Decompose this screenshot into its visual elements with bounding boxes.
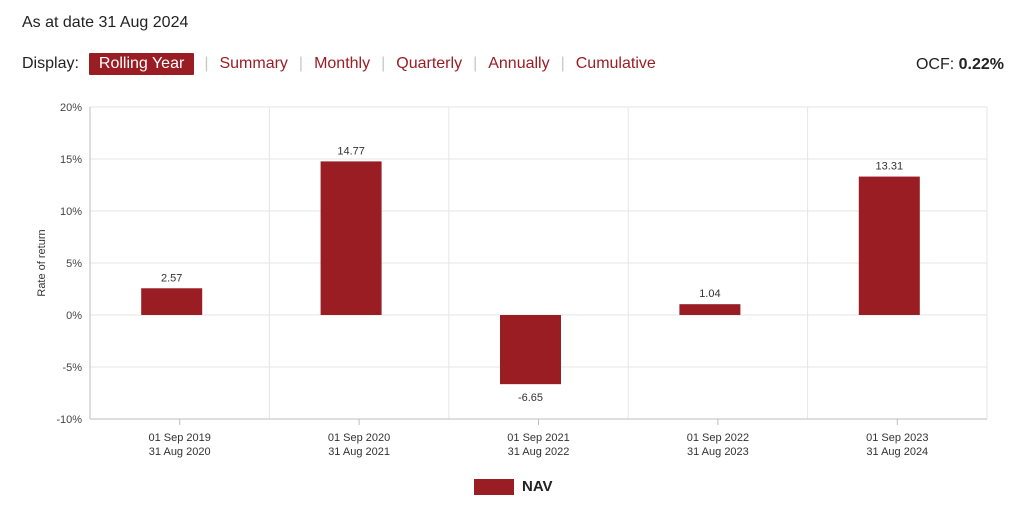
y-tick-label: 10% [60, 206, 82, 218]
y-tick-label: -10% [56, 414, 82, 426]
legend-label-nav: NAV [522, 478, 553, 495]
x-tick-label-end: 31 Aug 2024 [866, 446, 928, 458]
data-label: -6.65 [518, 392, 543, 404]
y-tick-label: -5% [62, 362, 82, 374]
data-label: 2.57 [161, 272, 182, 284]
x-tick-label-start: 01 Sep 2020 [328, 432, 390, 444]
chart-legend[interactable]: NAV [474, 478, 553, 495]
data-label: 14.77 [337, 145, 365, 157]
tab-rolling-year[interactable]: Rolling Year [88, 53, 195, 75]
y-tick-label: 0% [66, 310, 82, 322]
tab-quarterly[interactable]: Quarterly [396, 55, 463, 72]
bar-nav [141, 288, 203, 315]
legend-swatch-nav [474, 478, 514, 495]
x-tick-label-end: 31 Aug 2021 [328, 446, 390, 458]
ocf-label: OCF: [915, 56, 955, 73]
x-tick-label-start: 01 Sep 2022 [687, 432, 749, 444]
x-tick-label-end: 31 Aug 2022 [508, 446, 570, 458]
y-tick-label: 5% [66, 258, 82, 270]
tab-divider: | [204, 55, 209, 72]
bar-nav [679, 304, 741, 315]
x-tick-label-start: 01 Sep 2019 [149, 432, 211, 444]
x-tick-label-start: 01 Sep 2021 [507, 432, 569, 444]
x-tick-label-end: 31 Aug 2023 [687, 446, 749, 458]
y-axis-label: Rate of return [36, 229, 48, 296]
ocf-value: 0.22% [958, 56, 1004, 73]
display-label: Display: [22, 55, 79, 72]
bar-nav [500, 315, 561, 385]
display-toolbar: Display: Rolling Year | Summary | Monthl… [22, 52, 658, 76]
y-tick-label: 20% [60, 102, 82, 114]
tab-annually[interactable]: Annually [488, 55, 550, 72]
y-tick-label: 15% [60, 154, 82, 166]
tab-divider: | [473, 55, 478, 72]
tab-divider: | [298, 55, 304, 72]
x-tick-label-start: 01 Sep 2023 [866, 432, 928, 444]
tab-monthly[interactable]: Monthly [314, 55, 371, 72]
ocf-indicator: OCF: 0.22% [916, 56, 1004, 74]
tab-divider: | [560, 55, 565, 72]
bar-nav [320, 161, 382, 315]
x-tick-label-end: 31 Aug 2020 [149, 446, 211, 458]
bar-nav [858, 176, 920, 315]
data-label: 1.04 [699, 288, 720, 300]
as-at-date: As at date 31 Aug 2024 [22, 14, 189, 31]
data-label: 13.31 [876, 161, 904, 173]
tab-divider: | [381, 55, 386, 72]
tab-cumulative[interactable]: Cumulative [575, 55, 656, 72]
tab-summary[interactable]: Summary [219, 55, 288, 72]
